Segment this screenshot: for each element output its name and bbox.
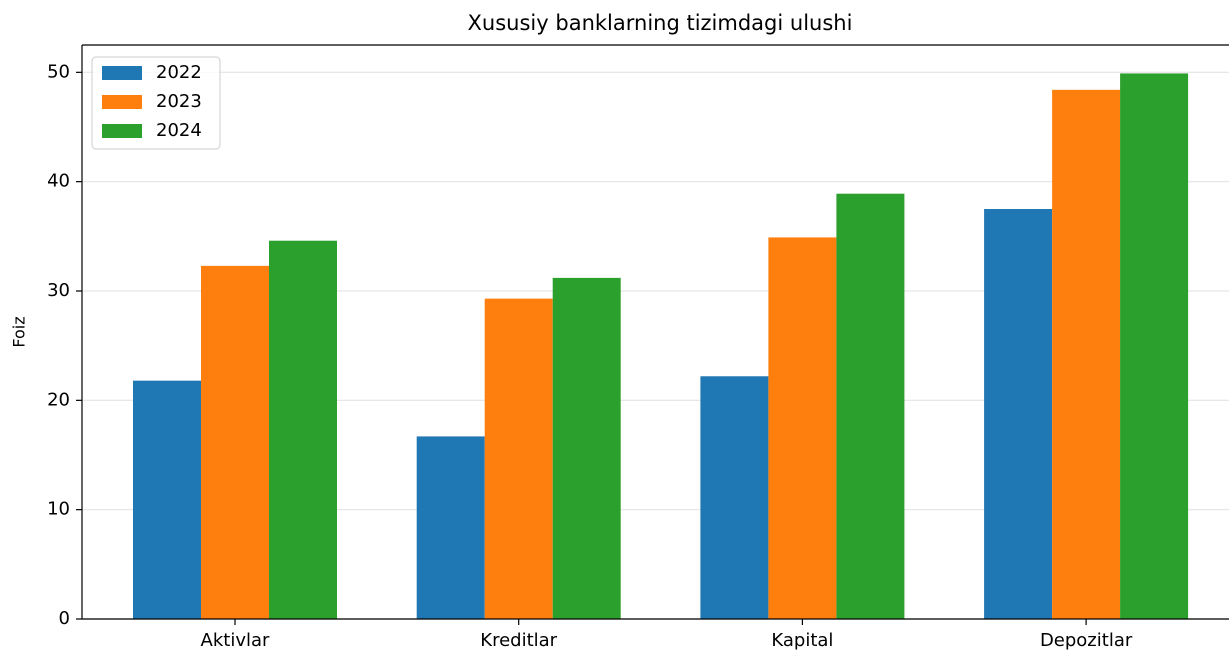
axes-frame bbox=[81, 44, 1229, 620]
legend-label: 2024 bbox=[156, 120, 202, 141]
y-tick-label: 20 bbox=[47, 389, 70, 410]
legend-swatch bbox=[102, 66, 142, 80]
y-axis-label: Foiz bbox=[10, 316, 29, 347]
bar bbox=[1120, 73, 1189, 620]
x-tick-label: Kreditlar bbox=[480, 630, 557, 650]
bar bbox=[768, 237, 837, 619]
bar bbox=[552, 277, 621, 619]
bar bbox=[700, 376, 769, 619]
legend-label: 2022 bbox=[156, 62, 202, 83]
legend-swatch bbox=[102, 124, 142, 138]
bar bbox=[484, 298, 553, 619]
bar bbox=[1052, 89, 1121, 620]
bar bbox=[416, 436, 485, 619]
y-tick-label: 50 bbox=[47, 61, 70, 82]
bar bbox=[984, 209, 1053, 619]
chart-title: Xususiy banklarning tizimdagi ulushi bbox=[468, 11, 853, 35]
legend-swatch bbox=[102, 95, 142, 109]
y-tick-label: 30 bbox=[47, 280, 70, 301]
y-tick-label: 40 bbox=[47, 171, 70, 192]
bar bbox=[201, 265, 269, 619]
x-tick-label: Kapital bbox=[771, 630, 833, 650]
x-tick-label: Depozitlar bbox=[1040, 630, 1133, 650]
y-tick-label: 10 bbox=[47, 499, 70, 520]
y-tick-label: 0 bbox=[59, 608, 70, 629]
x-tick-label: Aktivlar bbox=[201, 630, 270, 650]
bar bbox=[269, 240, 337, 619]
bar bbox=[836, 193, 905, 619]
bar bbox=[133, 380, 201, 619]
legend-label: 2023 bbox=[156, 91, 202, 112]
